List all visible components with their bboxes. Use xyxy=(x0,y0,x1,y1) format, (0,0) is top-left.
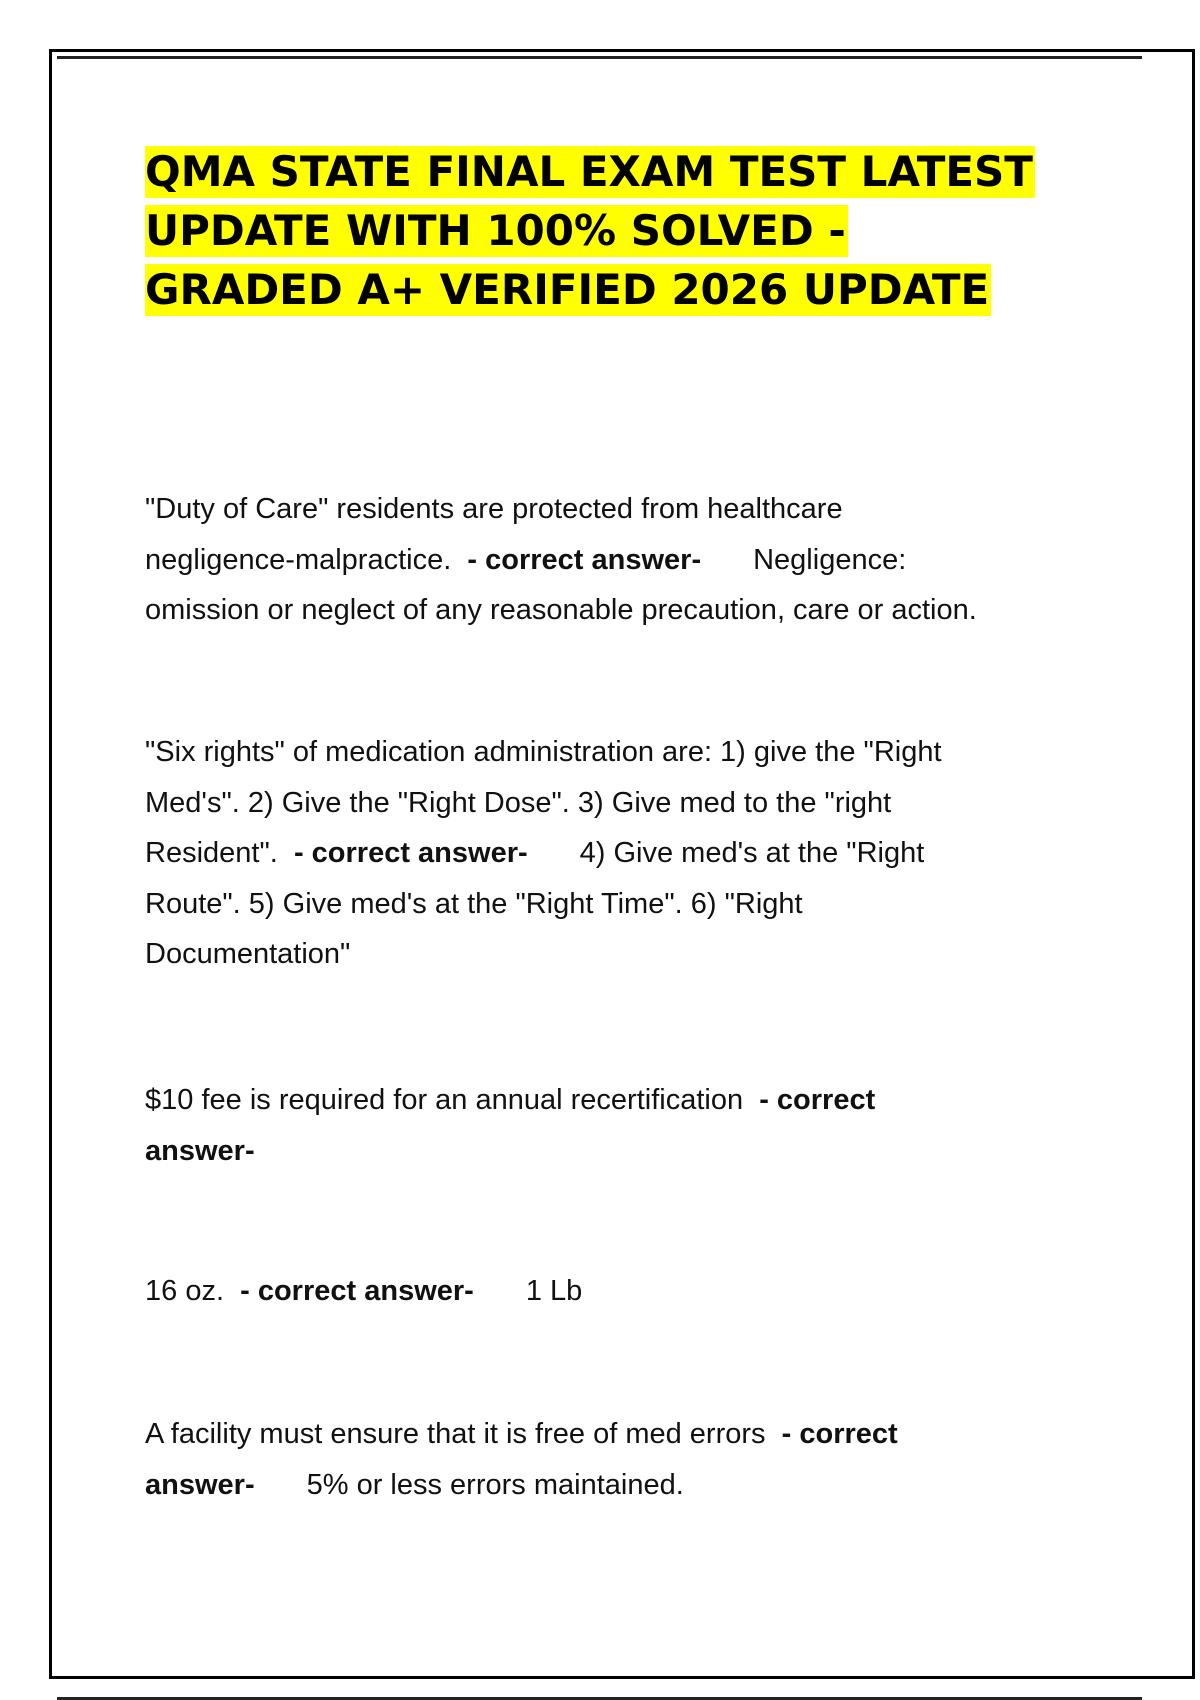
question-text: "Six rights" of medication administratio… xyxy=(145,736,942,768)
qa-item-2: "Six rights" of medication administratio… xyxy=(145,727,942,980)
answer-text: Route". 5) Give med's at the "Right Time… xyxy=(145,887,803,920)
top-rule xyxy=(57,56,1142,59)
answer-label: - correct answer- xyxy=(240,1275,474,1307)
page-border xyxy=(49,49,1195,1679)
answer-label: - correct answer- xyxy=(467,543,702,576)
question-text: 16 oz. xyxy=(145,1275,224,1307)
answer-text: 4) Give med's at the "Right xyxy=(579,837,925,869)
title-line: QMA STATE FINAL EXAM TEST LATEST xyxy=(145,146,1035,198)
title-line: GRADED A+ VERIFIED 2026 UPDATE xyxy=(145,264,992,316)
answer-label: - correct xyxy=(759,1084,876,1116)
bottom-rule xyxy=(57,1697,1142,1700)
answer-text: 5% or less errors maintained. xyxy=(306,1468,684,1501)
answer-label: answer- xyxy=(145,1468,255,1501)
document-title: QMA STATE FINAL EXAM TEST LATEST UPDATE … xyxy=(145,146,1035,323)
question-text: Resident". xyxy=(145,837,278,869)
answer-text: Negligence: xyxy=(753,543,907,576)
question-text: Med's". 2) Give the "Right Dose". 3) Giv… xyxy=(145,786,892,819)
answer-text: Documentation" xyxy=(145,938,351,970)
question-text: $10 fee is required for an annual recert… xyxy=(145,1084,744,1116)
qa-item-5: A facility must ensure that it is free o… xyxy=(145,1409,898,1510)
question-text: negligence-malpractice. xyxy=(145,543,452,576)
answer-label: - correct xyxy=(781,1418,898,1450)
qa-item-3: $10 fee is required for an annual recert… xyxy=(145,1075,875,1176)
qa-item-1: "Duty of Care" residents are protected f… xyxy=(145,484,977,636)
question-text: A facility must ensure that it is free o… xyxy=(145,1418,766,1450)
answer-text: omission or neglect of any reasonable pr… xyxy=(145,594,977,626)
title-line: UPDATE WITH 100% SOLVED - xyxy=(145,205,848,257)
qa-item-4: 16 oz. - correct answer- 1 Lb xyxy=(145,1266,582,1317)
answer-label: answer- xyxy=(145,1134,255,1167)
answer-text: 1 Lb xyxy=(525,1275,583,1307)
answer-label: - correct answer- xyxy=(293,837,528,869)
question-text: "Duty of Care" residents are protected f… xyxy=(145,493,843,525)
